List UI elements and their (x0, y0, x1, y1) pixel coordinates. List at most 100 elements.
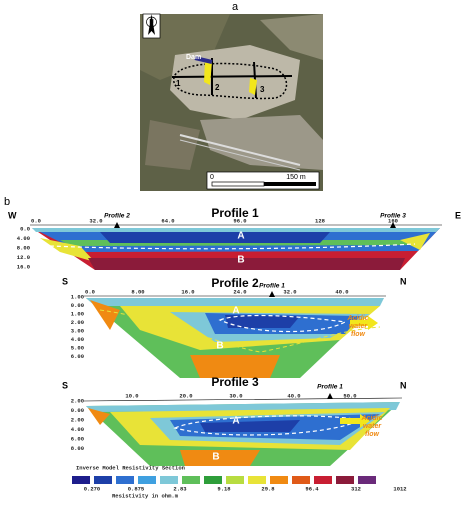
x-tick-label: 0.0 (85, 288, 95, 295)
panel-label: a (232, 1, 239, 13)
line-label: 3 (260, 85, 265, 94)
depth-tick-label: 1.00 (71, 310, 84, 317)
x-tick-label: 32.0 (283, 288, 296, 295)
legend-swatch (160, 476, 178, 484)
zone-label: B (212, 452, 219, 463)
marker-arrow (390, 222, 396, 228)
x-tick-label: 32.0 (89, 217, 102, 224)
flow-word: Acidic (346, 315, 368, 322)
depth-tick-label: 0.0 (20, 225, 30, 232)
legend-swatch (72, 476, 90, 484)
legend-label: 29.8 (261, 485, 275, 492)
depth-tick-label: 4.00 (71, 336, 84, 343)
scale-label: 150 m (286, 174, 306, 181)
x-tick-label: 50.0 (343, 392, 356, 399)
direction-label: S (62, 380, 68, 390)
direction-label: N (400, 276, 407, 286)
x-tick-label: 128 (315, 217, 326, 224)
zone-label: A (232, 306, 239, 317)
legend-swatch (182, 476, 200, 484)
depth-tick-label: 2.00 (71, 319, 84, 326)
marker-arrow (327, 393, 333, 399)
legend-swatch (94, 476, 112, 484)
x-tick-label: 24.0 (233, 288, 246, 295)
legend-label: 0.270 (84, 485, 101, 492)
flow-word: flow (365, 431, 380, 438)
flow-word: flow (351, 331, 366, 338)
legend: 0.270 0.875 2.83 9.18 29.8 96.4 312 1012 (72, 476, 407, 492)
line-label: 2 (215, 83, 220, 92)
flow-word: water (349, 323, 369, 330)
legend-swatch (314, 476, 332, 484)
depth-tick-label: 3.00 (71, 327, 84, 334)
legend-swatch (138, 476, 156, 484)
legend-swatch (248, 476, 266, 484)
marker-arrow (114, 222, 120, 228)
profile-title: Profile 2 (211, 276, 259, 290)
x-tick-label: 96.0 (233, 217, 246, 224)
direction-label: E (455, 210, 461, 220)
aerial-image (140, 13, 323, 191)
depth-tick-label: 0.00 (71, 407, 84, 414)
dam-label: Dam (186, 54, 201, 61)
legend-title: Inverse Model Resistivity Section (76, 464, 185, 471)
legend-label: 96.4 (305, 485, 319, 492)
legend-swatch (358, 476, 376, 484)
zone-label: B (237, 255, 244, 266)
depth-tick-label: 4.00 (17, 235, 30, 242)
legend-swatch (204, 476, 222, 484)
depth-tick-label: 5.00 (71, 344, 84, 351)
north-label: N (149, 20, 153, 26)
legend-label: 1012 (393, 485, 406, 492)
x-tick-label: 40.0 (287, 392, 300, 399)
x-tick-label: 40.0 (335, 288, 348, 295)
depth-tick-label: 8.00 (71, 445, 84, 452)
depth-tick-label: 1.00 (71, 293, 84, 300)
zone-label: A (237, 231, 244, 242)
legend-swatch (226, 476, 244, 484)
legend-unit: Resistivity in ohm.m (112, 492, 179, 499)
depth-tick-label: 8.00 (17, 244, 30, 251)
depth-tick-label: 2.00 (71, 416, 84, 423)
legend-label: 2.83 (173, 485, 187, 492)
flow-word: Acidic (360, 415, 382, 422)
legend-swatch (292, 476, 310, 484)
direction-label: S (62, 276, 68, 286)
profile-title: Profile 1 (211, 206, 259, 220)
legend-label: 9.18 (217, 485, 231, 492)
depth-tick-label: 4.00 (71, 426, 84, 433)
panel-label: b (4, 196, 10, 208)
x-tick-label: 20.0 (179, 392, 192, 399)
direction-label: W (8, 210, 17, 220)
profile-marker: Profile 1 (259, 283, 285, 290)
x-tick-label: 64.0 (161, 217, 174, 224)
legend-swatch (116, 476, 134, 484)
section-1 (30, 224, 442, 270)
legend-label: 312 (351, 485, 361, 492)
legend-swatch (270, 476, 288, 484)
legend-label: 0.875 (128, 485, 145, 492)
depth-tick-label: 2.00 (71, 397, 84, 404)
x-tick-label: 10.0 (125, 392, 138, 399)
marker-arrow (269, 291, 275, 297)
profile-marker: Profile 1 (317, 384, 343, 391)
depth-tick-label: 16.0 (17, 263, 30, 270)
zone-label: A (232, 416, 239, 427)
depth-tick-label: 6.00 (71, 353, 84, 360)
profile-title: Profile 3 (211, 375, 259, 389)
section-3 (83, 397, 403, 466)
section-2 (84, 295, 386, 378)
line-label: 1 (176, 79, 181, 88)
x-tick-label: 8.00 (131, 288, 144, 295)
depth-tick-label: 0.00 (71, 302, 84, 309)
scale-label: 0 (210, 174, 214, 181)
profile-marker: Profile 3 (380, 213, 406, 220)
depth-tick-label: 6.00 (71, 435, 84, 442)
profile-marker: Profile 2 (104, 213, 130, 220)
x-tick-label: 16.0 (181, 288, 194, 295)
x-tick-label: 160 (388, 217, 398, 224)
legend-swatch (336, 476, 354, 484)
